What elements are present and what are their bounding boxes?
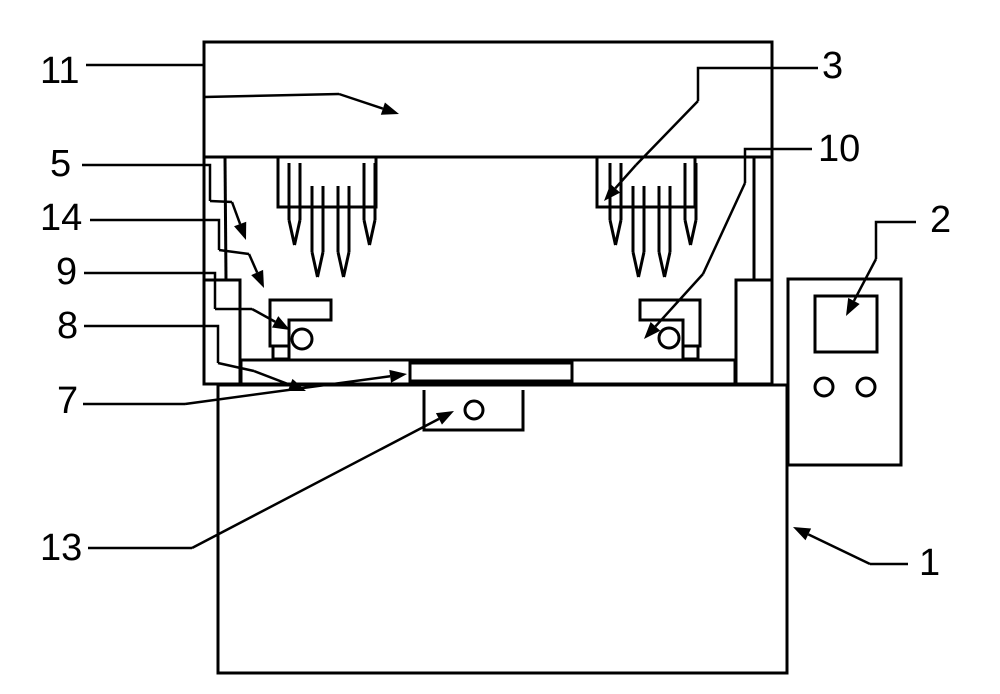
label-7-arrow-shaft xyxy=(185,376,390,404)
needle-L-1-tipR xyxy=(318,252,324,277)
post-L-inner xyxy=(225,157,226,280)
clamp-right-circle xyxy=(659,328,679,348)
label-5-arrow-shaft xyxy=(232,202,240,224)
label-3-leader xyxy=(698,68,818,101)
needle-R-2-tipL xyxy=(659,252,665,277)
needle-R-3-tipR xyxy=(691,220,697,245)
label-9: 9 xyxy=(56,251,77,293)
label-10-connector xyxy=(703,183,745,274)
label-5-arrow-head xyxy=(234,222,246,240)
foot-left xyxy=(204,280,240,384)
label-8-connector xyxy=(218,363,254,371)
label-11-connector xyxy=(204,94,339,97)
label-10: 10 xyxy=(818,128,860,170)
label-1-arrow-head xyxy=(793,527,811,540)
needle-R-1-tipR xyxy=(639,252,645,277)
tray-slot xyxy=(410,363,572,381)
label-7: 7 xyxy=(57,380,78,422)
label-1-arrow-shaft xyxy=(808,534,870,564)
label-11-arrow-shaft xyxy=(339,94,383,109)
needle-R-2-tipR xyxy=(665,252,671,277)
panel-button-left xyxy=(815,378,833,396)
label-9-arrow-head xyxy=(272,316,290,330)
clamp-left-foot xyxy=(273,346,289,359)
under-circle xyxy=(465,401,483,419)
label-13-arrow-head xyxy=(436,411,454,425)
needle-L-0-tipR xyxy=(295,220,301,245)
label-14-arrow-head xyxy=(251,270,264,288)
foot-right xyxy=(736,280,772,384)
clamp-right-foot xyxy=(683,346,698,359)
label-8: 8 xyxy=(57,305,78,347)
label-2-arrow-head xyxy=(846,298,860,316)
needle-R-0-tipR xyxy=(616,220,622,245)
needle-R-0-tipL xyxy=(610,220,616,245)
label-3-arrow-shaft xyxy=(615,165,636,188)
head-right xyxy=(597,157,695,207)
label-9-leader xyxy=(84,273,215,309)
needle-L-3-tipR xyxy=(370,220,376,245)
label-3-connector xyxy=(636,101,698,165)
base-block xyxy=(218,385,787,673)
clamp-left-circle xyxy=(292,329,312,349)
needle-R-1-tipL xyxy=(633,252,639,277)
label-13-arrow-shaft xyxy=(192,419,439,548)
label-14-arrow-shaft xyxy=(249,254,257,272)
label-2-leader xyxy=(876,222,916,259)
top-block xyxy=(204,42,772,157)
label-14-leader xyxy=(90,220,219,250)
control-panel xyxy=(788,279,901,465)
label-5-connector xyxy=(210,201,232,202)
label-9-arrow-shaft xyxy=(252,309,275,322)
label-5-leader xyxy=(82,165,210,201)
label-11: 11 xyxy=(40,50,79,92)
label-14-connector xyxy=(219,250,249,254)
clamp-right-arm xyxy=(640,300,700,346)
label-1: 1 xyxy=(919,542,940,584)
needle-L-3-tipL xyxy=(364,220,370,245)
under-bracket xyxy=(424,390,523,430)
label-8-leader xyxy=(84,326,218,363)
needle-L-0-tipL xyxy=(289,220,295,245)
needle-L-2-tipR xyxy=(344,252,350,277)
label-13: 13 xyxy=(40,527,82,569)
label-7-arrow-head xyxy=(389,370,407,383)
needle-R-3-tipL xyxy=(685,220,691,245)
label-11-arrow-head xyxy=(381,102,399,114)
label-14: 14 xyxy=(40,197,82,239)
needle-L-2-tipL xyxy=(338,252,344,277)
label-5: 5 xyxy=(50,143,71,185)
head-left xyxy=(278,157,376,207)
label-2: 2 xyxy=(930,199,951,241)
label-11-leader xyxy=(86,65,204,97)
label-3: 3 xyxy=(822,45,843,87)
panel-button-right xyxy=(857,378,875,396)
needle-L-1-tipL xyxy=(312,252,318,277)
panel-screen xyxy=(815,296,877,352)
